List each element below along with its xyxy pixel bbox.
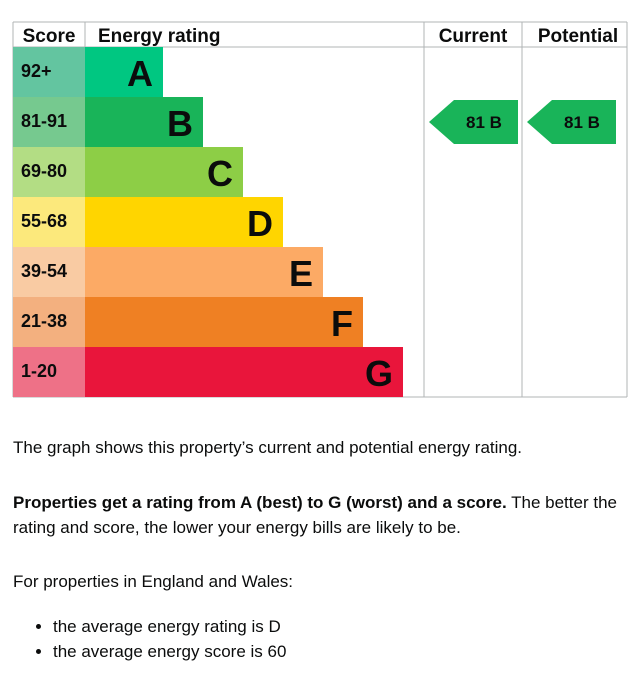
current-rating-arrow bbox=[429, 100, 518, 144]
score-range-g: 1-20 bbox=[21, 361, 57, 381]
score-range-d: 55-68 bbox=[21, 211, 67, 231]
epc-chart: Score Energy rating Current Potential 92… bbox=[12, 21, 628, 398]
graph-note: The graph shows this property’s current … bbox=[13, 438, 523, 457]
current-rating-label: 81 B bbox=[466, 113, 502, 132]
header-energy-rating: Energy rating bbox=[98, 26, 220, 47]
score-cell-f bbox=[13, 297, 85, 347]
score-cell-b bbox=[13, 97, 85, 147]
score-range-f: 21-38 bbox=[21, 311, 67, 331]
rating-letter-g: G bbox=[365, 353, 393, 394]
potential-rating-label: 81 B bbox=[564, 113, 600, 132]
header-potential: Potential bbox=[538, 26, 618, 47]
rating-bar-d bbox=[85, 197, 283, 247]
score-cell-g bbox=[13, 347, 85, 397]
rating-letter-c: C bbox=[207, 153, 233, 194]
header-score: Score bbox=[23, 26, 76, 47]
rating-bar-f bbox=[85, 297, 363, 347]
score-cell-e bbox=[13, 247, 85, 297]
fact-average-rating: the average energy rating is D bbox=[53, 614, 286, 639]
fact-average-score: the average energy score is 60 bbox=[53, 639, 286, 664]
rating-letter-d: D bbox=[247, 203, 273, 244]
rating-explanation-rest: The better the rating and score, the low… bbox=[13, 493, 617, 537]
chart-headers: Score Energy rating Current Potential bbox=[23, 26, 619, 47]
score-range-e: 39-54 bbox=[21, 261, 67, 281]
score-cell-a bbox=[13, 47, 85, 97]
rating-explanation: Properties get a rating from A (best) to… bbox=[13, 490, 628, 540]
rating-explanation-bold: Properties get a rating from A (best) to… bbox=[13, 493, 507, 512]
score-range-c: 69-80 bbox=[21, 161, 67, 181]
potential-rating-arrow bbox=[527, 100, 616, 144]
rating-bands: 92+ A 81-91 B 69-80 C 55-68 D 39-54 E 21-38 F 1-20 G bbox=[13, 47, 403, 397]
rating-bar-e bbox=[85, 247, 323, 297]
rating-bar-g bbox=[85, 347, 403, 397]
rating-letter-b: B bbox=[167, 103, 193, 144]
region-intro: For properties in England and Wales: bbox=[13, 572, 294, 591]
rating-letter-f: F bbox=[331, 303, 353, 344]
rating-indicators: 81 B 81 B bbox=[429, 100, 616, 144]
score-cell-d bbox=[13, 197, 85, 247]
rating-bar-a bbox=[85, 47, 163, 97]
rating-bar-b bbox=[85, 97, 203, 147]
score-cell-c bbox=[13, 147, 85, 197]
average-facts-list: the average energy rating is D the avera… bbox=[13, 614, 286, 664]
score-range-b: 81-91 bbox=[21, 111, 67, 131]
header-current: Current bbox=[439, 26, 508, 47]
rating-letter-e: E bbox=[289, 253, 313, 294]
rating-bar-c bbox=[85, 147, 243, 197]
score-range-a: 92+ bbox=[21, 61, 52, 81]
rating-letter-a: A bbox=[127, 53, 153, 94]
